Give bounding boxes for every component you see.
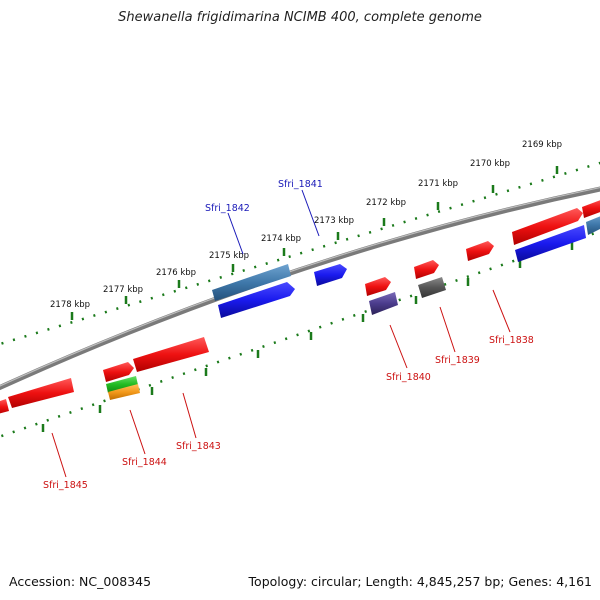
genome-backbone	[0, 186, 600, 391]
gene-arrow-red[interactable]	[582, 198, 600, 218]
gene-arrow-sfri-1842[interactable]	[218, 282, 295, 318]
leader-sfri-1839	[439, 306, 456, 353]
lower-tick-line	[0, 230, 600, 438]
upper-tick-track: 2169 kbp 2170 kbp 2171 kbp 2172 kbp 2173…	[0, 140, 600, 346]
length-value: 4,845,257 bp	[416, 574, 501, 589]
accession-info: Accession: NC_008345	[9, 574, 151, 589]
tick-label: 2177 kbp	[103, 285, 143, 295]
gene-arrow-sfri-1838[interactable]	[466, 241, 494, 261]
gene-label-sfri-1839[interactable]: Sfri_1839	[435, 355, 480, 366]
tick-label: 2176 kbp	[156, 268, 196, 278]
tick-label: 2171 kbp	[418, 179, 458, 189]
tick-label: 2175 kbp	[209, 251, 249, 261]
tick-label: 2174 kbp	[261, 234, 301, 244]
gene-label-sfri-1843[interactable]: Sfri_1843	[176, 441, 221, 452]
gene-arrow-sfri-1839[interactable]	[418, 277, 446, 298]
gene-label-sfri-1840[interactable]: Sfri_1840	[386, 372, 431, 383]
gene-arrow-steel[interactable]	[586, 214, 600, 235]
genes-label: Genes:	[508, 574, 553, 589]
tick-label: 2169 kbp	[522, 140, 562, 150]
leader-sfri-1845	[51, 432, 67, 478]
tick-label: 2173 kbp	[314, 216, 354, 226]
leader-sfri-1844	[129, 409, 146, 455]
gene-label-sfri-1841[interactable]: Sfri_1841	[278, 179, 323, 190]
major-ticks	[70, 166, 559, 320]
tick-label: 2178 kbp	[50, 300, 90, 310]
gene-arrow-sfri-1844-upper[interactable]	[103, 362, 134, 382]
accession-label: Accession:	[9, 574, 76, 589]
genes-value: 4,161	[556, 574, 592, 589]
tick-label: 2172 kbp	[366, 198, 406, 208]
gene-arrow-blue[interactable]	[515, 225, 586, 262]
gene-arrow-red-partial[interactable]	[0, 399, 9, 415]
tick-label: 2170 kbp	[470, 159, 510, 169]
gene-arrow-sfri-1841[interactable]	[314, 264, 347, 286]
topology-value: circular	[311, 574, 358, 589]
leader-sfri-1843	[182, 392, 197, 439]
leader-sfri-1841	[301, 189, 320, 237]
genome-stats: Topology: circular; Length: 4,845,257 bp…	[248, 574, 592, 589]
leader-sfri-1840	[389, 324, 408, 369]
length-label: Length:	[365, 574, 413, 589]
gene-arrow-sfri-1840-upper[interactable]	[365, 277, 391, 296]
gene-arrow-sfri-1839-upper[interactable]	[414, 260, 439, 279]
topology-label: Topology:	[248, 574, 308, 589]
genome-title: Shewanella frigidimarina NCIMB 400, comp…	[118, 10, 482, 25]
gene-features	[0, 198, 600, 415]
leader-sfri-1842	[227, 212, 244, 255]
accession-value: NC_008345	[79, 574, 152, 589]
gene-label-sfri-1845[interactable]: Sfri_1845	[43, 480, 88, 491]
gene-arrow-red[interactable]	[512, 208, 583, 245]
gene-label-sfri-1844[interactable]: Sfri_1844	[122, 457, 167, 468]
gene-label-sfri-1842[interactable]: Sfri_1842	[205, 203, 250, 214]
gene-arrow-sfri-1843[interactable]	[133, 337, 209, 372]
leader-sfri-1838	[492, 289, 511, 333]
lower-major-ticks	[41, 242, 574, 432]
gene-label-sfri-1838[interactable]: Sfri_1838	[489, 335, 534, 346]
lower-tick-track	[0, 230, 600, 438]
gene-arrow-sfri-1842-steel[interactable]	[212, 264, 291, 301]
gene-arrow-sfri-1840[interactable]	[369, 292, 398, 315]
gene-arrow-sfri-1844-orange[interactable]	[108, 384, 140, 400]
gene-arrow-sfri-1844-green[interactable]	[106, 376, 138, 393]
label-leader-lines	[51, 189, 511, 478]
gene-arrow-sfri-1845[interactable]	[8, 378, 74, 408]
